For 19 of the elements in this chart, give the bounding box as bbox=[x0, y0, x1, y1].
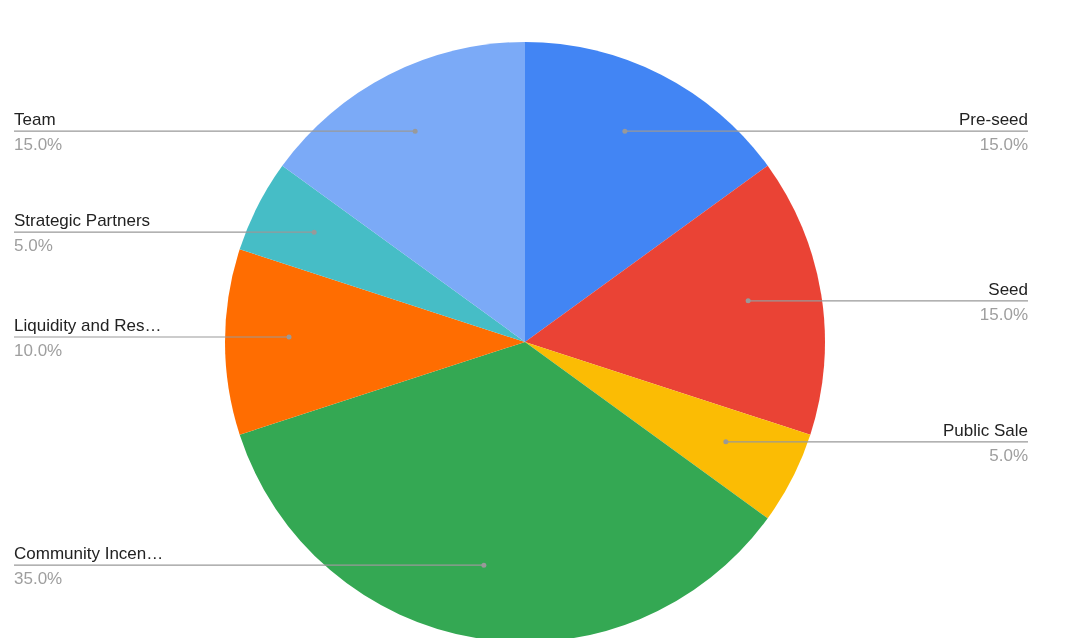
slice-label: Pre-seed bbox=[959, 110, 1028, 130]
slice-label: Community Incen… bbox=[14, 544, 164, 564]
slice-label: Team bbox=[14, 110, 56, 130]
pie-slice bbox=[282, 42, 525, 342]
pie-slice bbox=[525, 342, 811, 519]
pie-slice bbox=[525, 42, 768, 342]
pie-slice bbox=[525, 165, 825, 435]
data-label: 35.0% bbox=[14, 569, 63, 589]
data-label: 5.0% bbox=[989, 445, 1028, 465]
data-label: 15.0% bbox=[979, 135, 1028, 155]
slice-label: Seed bbox=[988, 279, 1028, 299]
slice-label: Liquidity and Res… bbox=[14, 316, 162, 335]
slice-label: Strategic Partners bbox=[14, 211, 151, 231]
pie-slice bbox=[239, 165, 525, 342]
data-label: 5.0% bbox=[14, 236, 53, 256]
data-label: 15.0% bbox=[979, 304, 1028, 324]
data-label: 15.0% bbox=[14, 135, 63, 155]
slice-label: Public Sale bbox=[942, 420, 1028, 440]
data-label: 10.0% bbox=[14, 341, 63, 360]
